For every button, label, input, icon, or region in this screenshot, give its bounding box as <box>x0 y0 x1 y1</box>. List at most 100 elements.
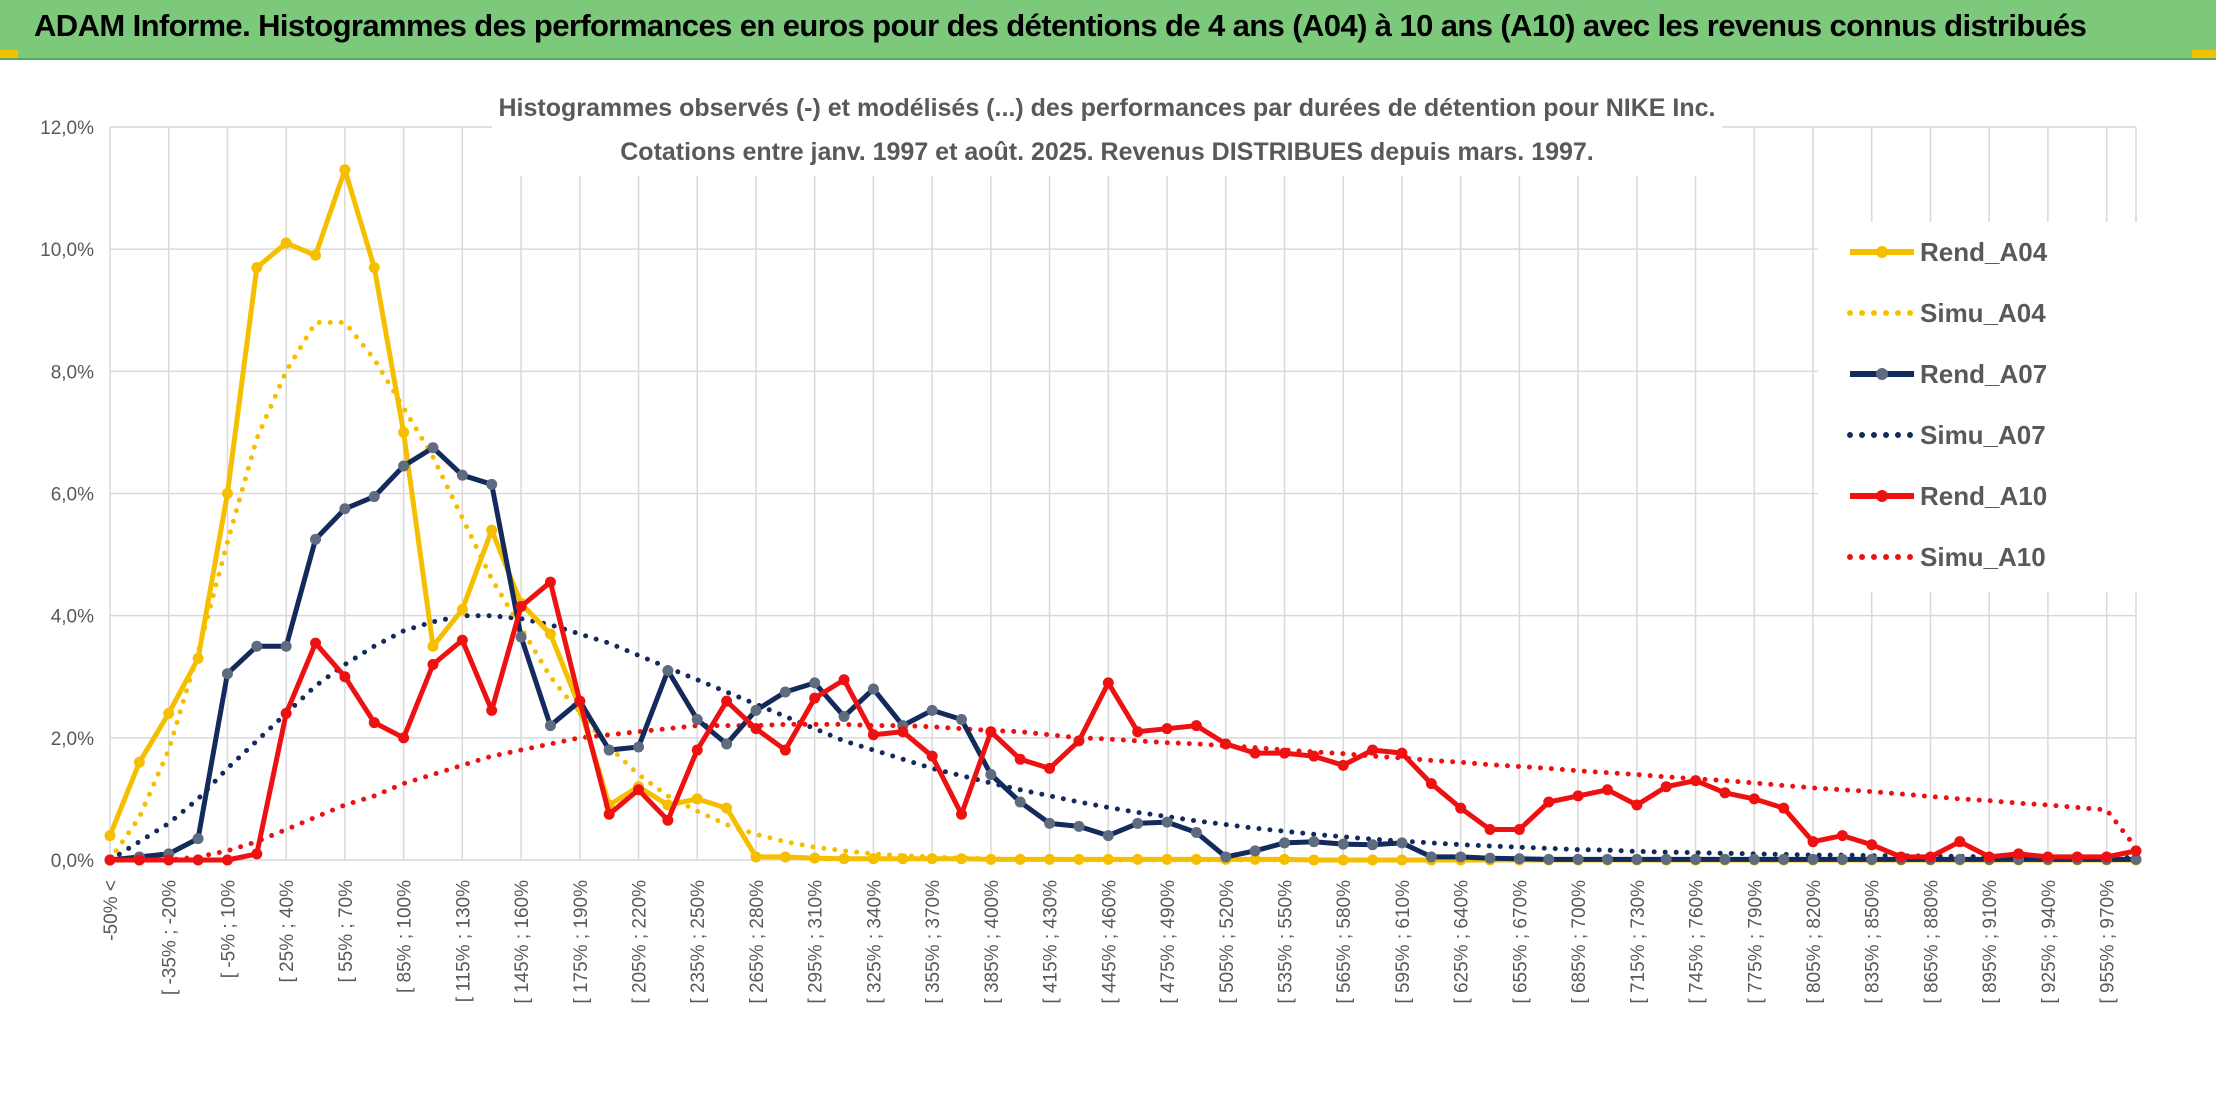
data-point-Rend_A04 <box>1278 853 1290 865</box>
data-point-Rend_A04 <box>956 853 968 865</box>
chart-title: Histogrammes observés (-) et modélisés (… <box>499 94 1716 122</box>
x-tick-label: [ 115% ; 130% <box>453 880 474 1002</box>
data-point-Rend_A07 <box>603 744 615 756</box>
data-point-Rend_A04 <box>838 853 850 865</box>
chart-subtitle: Cotations entre janv. 1997 et août. 2025… <box>620 138 1594 166</box>
data-point-Rend_A10 <box>251 848 263 860</box>
data-point-Rend_A07 <box>1367 839 1379 851</box>
data-point-Rend_A07 <box>956 714 968 726</box>
data-point-Rend_A07 <box>456 469 468 481</box>
legend-marker-Rend_A10 <box>1876 490 1888 502</box>
data-point-Rend_A10 <box>280 707 292 719</box>
data-point-Rend_A07 <box>251 640 263 652</box>
data-point-Rend_A10 <box>691 744 703 756</box>
data-point-Rend_A04 <box>721 802 733 814</box>
y-tick-label: 8,0% <box>51 362 94 383</box>
data-point-Rend_A07 <box>1748 853 1760 865</box>
histogram-chart: 0,0% 2,0% 4,0% 6,0% 8,0% 10,0% 12,0% -50% < [ -… <box>40 84 2144 1004</box>
data-point-Rend_A10 <box>339 671 351 683</box>
data-point-Rend_A07 <box>427 442 439 454</box>
legend-background <box>1818 222 2144 592</box>
data-point-Rend_A10 <box>544 576 556 588</box>
data-point-Rend_A10 <box>1954 836 1966 848</box>
series-line-Simu_A07 <box>107 613 2139 863</box>
data-point-Rend_A07 <box>1190 827 1202 839</box>
chart-legend: Rend_A04 Simu_A04 Rend_A07 Simu_A07 Rend_A10… <box>1818 222 2144 592</box>
data-point-Rend_A10 <box>1102 677 1114 689</box>
data-point-Rend_A10 <box>1895 851 1907 863</box>
x-tick-label: [ 265% ; 280% <box>747 880 768 1004</box>
data-point-Rend_A04 <box>310 249 322 261</box>
data-point-Rend_A04 <box>1396 854 1408 866</box>
x-tick-label: -50% < <box>101 880 122 941</box>
data-point-Rend_A10 <box>721 695 733 707</box>
data-point-Rend_A07 <box>1278 837 1290 849</box>
series-line-Rend_A10 <box>110 579 2137 863</box>
data-point-Rend_A07 <box>1161 816 1173 828</box>
data-point-Rend_A10 <box>1866 839 1878 851</box>
data-point-Rend_A10 <box>574 695 586 707</box>
data-point-Rend_A10 <box>1132 726 1144 738</box>
data-point-Rend_A10 <box>1308 750 1320 762</box>
data-point-Rend_A04 <box>251 261 263 273</box>
data-point-Rend_A04 <box>544 628 556 640</box>
data-point-Rend_A04 <box>926 853 938 865</box>
data-point-Rend_A04 <box>691 793 703 805</box>
data-point-Rend_A10 <box>310 637 322 649</box>
x-tick-label: [ 475% ; 490% <box>1158 880 1179 1004</box>
y-tick-label: 10,0% <box>40 240 94 261</box>
data-point-Rend_A07 <box>339 503 351 515</box>
data-point-Rend_A07 <box>1690 853 1702 865</box>
legend-label-Simu_A10: Simu_A10 <box>1920 542 2046 572</box>
data-point-Rend_A10 <box>1044 762 1056 774</box>
data-point-Rend_A10 <box>1278 747 1290 759</box>
x-tick-label: [ 145% ; 160% <box>512 880 533 1004</box>
data-point-Rend_A10 <box>897 726 909 738</box>
data-point-Rend_A10 <box>1014 753 1026 765</box>
data-point-Rend_A10 <box>1601 784 1613 796</box>
x-tick-label: [ 415% ; 430% <box>1041 880 1062 1004</box>
x-tick-label: [ -35% ; -20% <box>160 880 181 995</box>
data-point-Rend_A04 <box>1337 854 1349 866</box>
data-point-Rend_A07 <box>310 533 322 545</box>
data-point-Rend_A10 <box>486 704 498 716</box>
data-point-Rend_A10 <box>750 723 762 735</box>
data-point-Rend_A07 <box>1102 830 1114 842</box>
data-point-Rend_A07 <box>750 704 762 716</box>
data-point-Rend_A07 <box>1455 851 1467 863</box>
y-axis-ticks: 0,0% 2,0% 4,0% 6,0% 8,0% 10,0% 12,0% <box>40 118 94 872</box>
data-point-Rend_A10 <box>2101 851 2113 863</box>
x-tick-label: [ 25% ; 40% <box>277 880 298 983</box>
data-point-Rend_A10 <box>1660 781 1672 793</box>
data-point-Rend_A07 <box>1220 851 1232 863</box>
data-point-Rend_A10 <box>809 692 821 704</box>
data-point-Rend_A10 <box>133 854 145 866</box>
data-point-Rend_A10 <box>2042 851 2054 863</box>
data-point-Rend_A10 <box>1719 787 1731 799</box>
data-point-Rend_A04 <box>985 853 997 865</box>
data-point-Rend_A10 <box>633 784 645 796</box>
data-point-Rend_A07 <box>633 741 645 753</box>
data-point-Rend_A07 <box>662 665 674 677</box>
data-point-Rend_A04 <box>750 851 762 863</box>
data-point-Rend_A07 <box>1954 853 1966 865</box>
data-point-Rend_A10 <box>456 634 468 646</box>
data-point-Rend_A07 <box>1249 845 1261 857</box>
data-point-Rend_A10 <box>1924 851 1936 863</box>
data-point-Rend_A07 <box>1572 853 1584 865</box>
data-point-Rend_A04 <box>368 261 380 273</box>
y-tick-label: 0,0% <box>51 851 94 872</box>
data-point-Rend_A10 <box>1190 720 1202 732</box>
data-point-Rend_A04 <box>897 853 909 865</box>
data-point-Rend_A04 <box>398 426 410 438</box>
data-point-Rend_A04 <box>1190 853 1202 865</box>
x-tick-label: [ 655% ; 670% <box>1510 880 1531 1004</box>
data-point-Rend_A07 <box>1866 853 1878 865</box>
data-point-Rend_A04 <box>1102 853 1114 865</box>
data-point-Rend_A10 <box>1748 793 1760 805</box>
data-point-Rend_A10 <box>603 808 615 820</box>
data-point-Rend_A07 <box>691 714 703 726</box>
x-tick-label: [ 835% ; 850% <box>1863 880 1884 1004</box>
x-tick-label: [ -5% ; 10% <box>218 880 239 978</box>
x-tick-label: [ 205% ; 220% <box>630 880 651 1004</box>
